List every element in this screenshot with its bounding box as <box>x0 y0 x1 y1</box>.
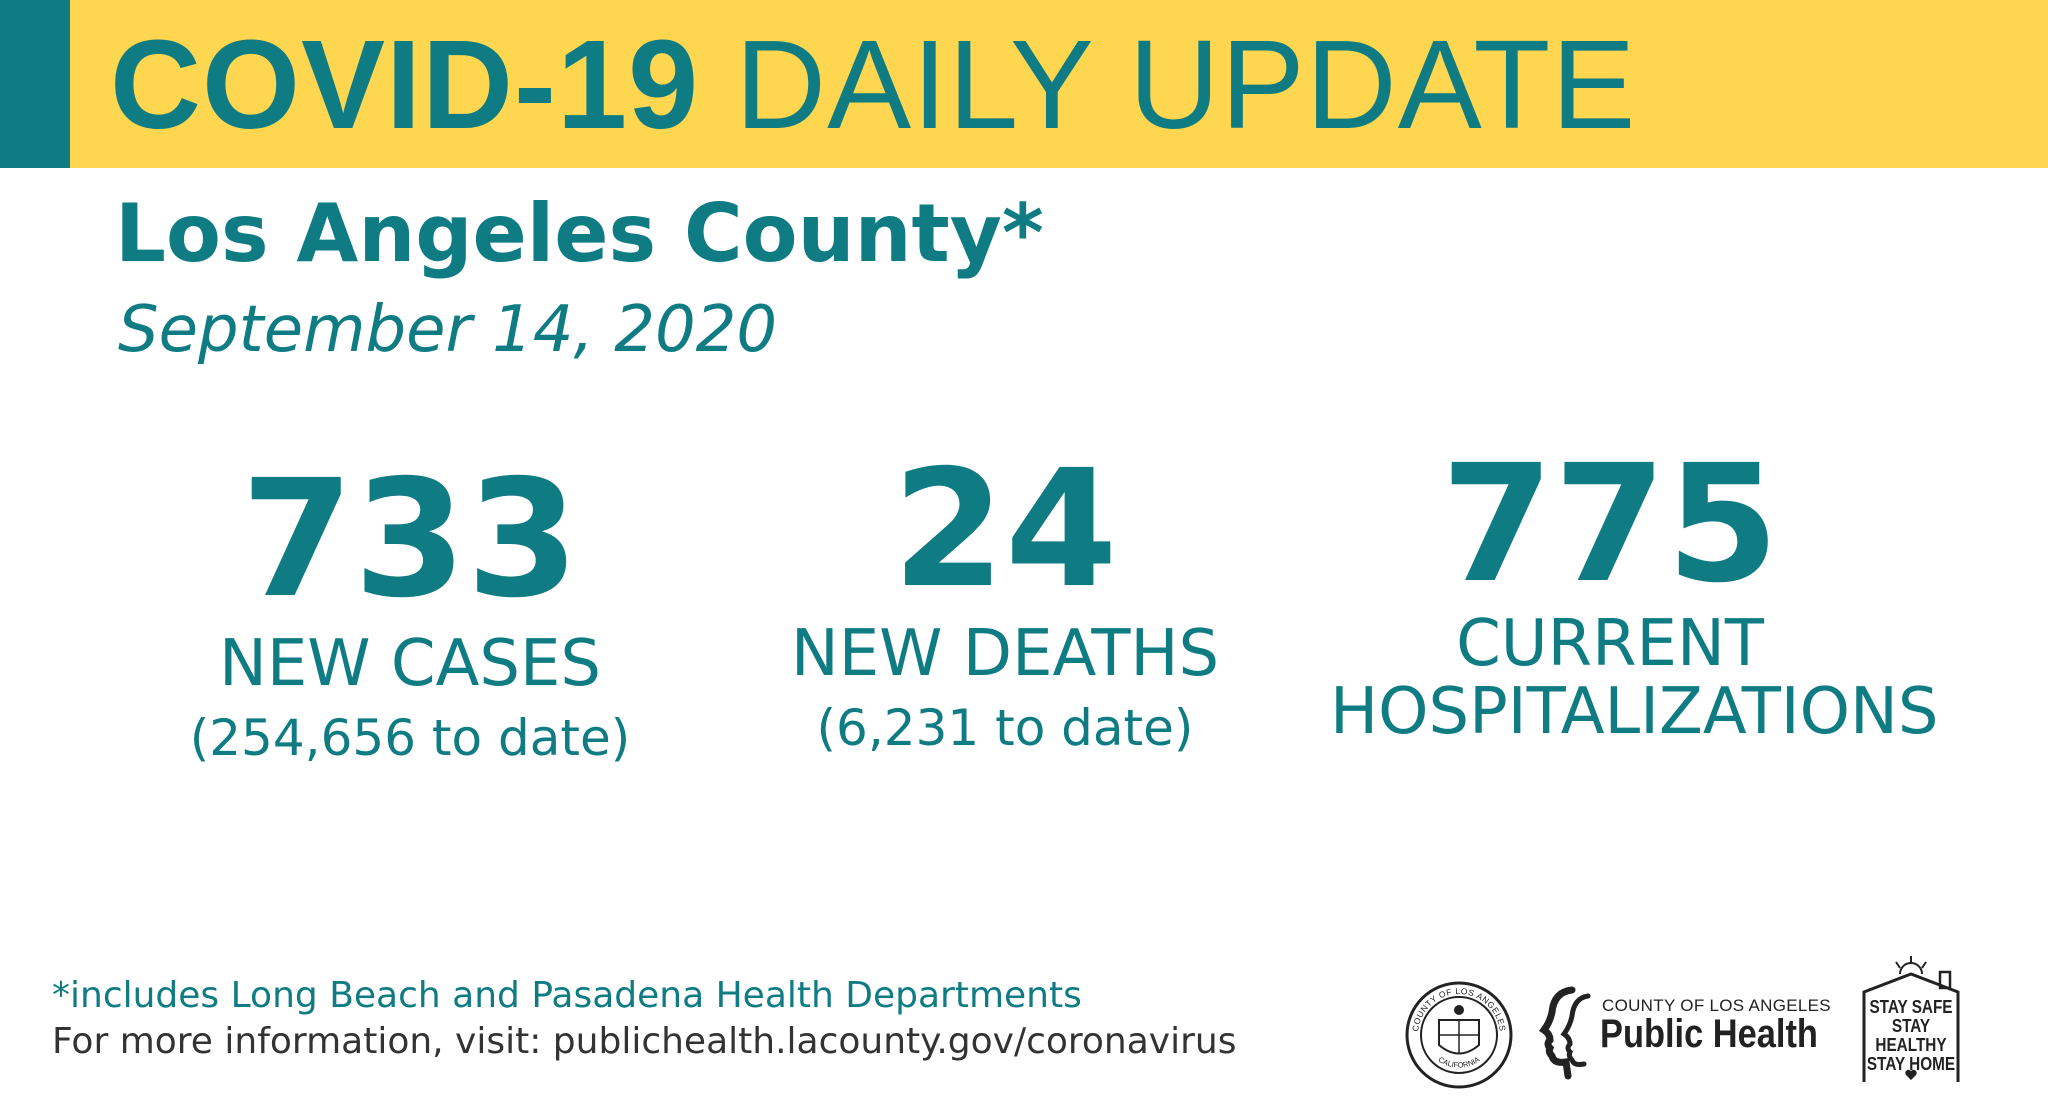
new-deaths-total: (6,231 to date) <box>816 699 1194 757</box>
page-title: COVID-19 DAILY UPDATE <box>110 20 1636 150</box>
hospitalizations-label-line1: CURRENT <box>1456 607 1764 681</box>
title-bold-part: COVID-19 <box>110 14 700 155</box>
new-cases-number: 733 <box>240 446 580 634</box>
stay-home-line: STAY HOME <box>1866 1054 1956 1074</box>
title-rest-part: DAILY UPDATE <box>735 14 1637 155</box>
profiles-icon <box>1538 986 1591 1080</box>
footnote: *includes Long Beach and Pasadena Health… <box>52 975 1082 1016</box>
public-health-logo: COUNTY OF LOS ANGELES Public Health <box>1532 982 1834 1082</box>
stay-home-logo: STAY SAFE STAY HEALTHY STAY HOME <box>1856 956 1966 1086</box>
county-seal-icon: COUNTY OF LOS ANGELES CALIFORNIA <box>1404 980 1514 1090</box>
hospitalizations-label-line2: HOSPITALIZATIONS <box>1330 675 1939 749</box>
county-title: Los Angeles County* <box>115 187 1044 280</box>
new-cases-total: (254,656 to date) <box>189 709 631 767</box>
more-info-text: For more information, visit: publichealt… <box>52 1021 1237 1062</box>
stay-healthy-line: STAY HEALTHY <box>1875 1016 1947 1055</box>
new-deaths-number: 24 <box>892 436 1118 624</box>
stay-safe-line: STAY SAFE <box>1869 997 1953 1017</box>
stay-home-text: STAY SAFE STAY HEALTHY STAY HOME <box>1864 998 1958 1074</box>
stat-new-cases: 733 NEW CASES (254,656 to date) <box>170 450 650 778</box>
header-accent-bar <box>0 0 70 168</box>
public-health-county-text: COUNTY OF LOS ANGELES <box>1602 996 1831 1015</box>
new-deaths-label: NEW DEATHS <box>790 617 1220 691</box>
header-band <box>0 0 2048 168</box>
public-health-text: Public Health <box>1600 1012 1818 1056</box>
hospitalizations-number: 775 <box>1440 431 1780 619</box>
seal-bottom-text: CALIFORNIA <box>1437 1055 1482 1070</box>
new-cases-label: NEW CASES <box>218 627 602 701</box>
stat-hospitalizations: 775 CURRENT HOSPITALIZATIONS <box>1330 431 1939 749</box>
svg-text:CALIFORNIA: CALIFORNIA <box>1437 1055 1482 1070</box>
report-date: September 14, 2020 <box>118 293 778 367</box>
stat-new-deaths: 24 NEW DEATHS (6,231 to date) <box>740 440 1270 768</box>
